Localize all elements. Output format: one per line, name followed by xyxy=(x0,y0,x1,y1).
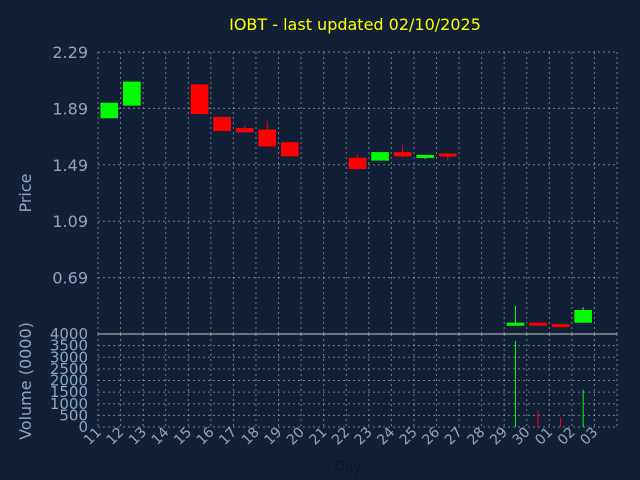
x-tick-label: 12 xyxy=(103,425,127,449)
price-tick-label: 2.29 xyxy=(52,43,88,62)
x-tick-label: 25 xyxy=(397,425,421,449)
x-tick-label: 23 xyxy=(352,425,376,449)
x-axis-label: Day xyxy=(334,459,362,475)
x-tick-label: 29 xyxy=(487,425,511,449)
price-axis-ticks: 2.29 1.89 1.49 1.09 0.69 xyxy=(52,43,88,288)
candle-body xyxy=(281,142,299,157)
x-tick-label: 24 xyxy=(374,424,398,448)
candle-body xyxy=(371,152,389,161)
x-tick-label: 01 xyxy=(532,425,556,449)
x-tick-label: 03 xyxy=(577,425,601,449)
volume-tick-label: 3000 xyxy=(50,348,88,366)
x-tick-label: 26 xyxy=(419,424,443,448)
candle-body xyxy=(506,322,525,326)
candle-body xyxy=(123,81,141,106)
volume-tick-label: 2000 xyxy=(50,372,88,390)
candle-body xyxy=(574,310,592,323)
price-axis-label: Price xyxy=(16,173,35,212)
candle-body xyxy=(551,324,570,328)
candle-body xyxy=(100,102,119,119)
x-tick-label: 18 xyxy=(239,425,263,449)
volume-tick-label: 3500 xyxy=(50,337,88,355)
candle-body xyxy=(235,128,254,133)
volume-tick-label: 1500 xyxy=(50,383,88,401)
candle-body xyxy=(529,322,547,326)
x-tick-label: 20 xyxy=(284,425,308,449)
volume-series xyxy=(108,340,584,427)
candle-body xyxy=(393,152,412,157)
candle-body xyxy=(416,154,434,158)
x-tick-label: 14 xyxy=(149,424,173,448)
price-tick-label: 1.49 xyxy=(52,156,88,175)
candle-body xyxy=(213,116,231,131)
x-axis-ticks: 1112131415161718192021222324252627282930… xyxy=(81,424,601,448)
x-tick-label: 15 xyxy=(171,425,195,449)
chart-title: IOBT - last updated 02/10/2025 xyxy=(229,15,481,34)
x-tick-label: 02 xyxy=(555,425,579,449)
candle-body xyxy=(348,157,367,170)
price-tick-label: 1.09 xyxy=(52,212,88,231)
price-grid xyxy=(97,51,618,335)
candlestick-series xyxy=(100,81,592,328)
x-tick-label: 13 xyxy=(126,425,150,449)
candle-body xyxy=(258,129,277,147)
volume-grid xyxy=(97,333,618,428)
price-tick-label: 0.69 xyxy=(52,269,88,288)
x-tick-label: 22 xyxy=(329,425,353,449)
x-tick-label: 17 xyxy=(216,425,240,449)
volume-axis-label: Volume (0000) xyxy=(16,322,35,440)
x-tick-label: 16 xyxy=(194,424,218,448)
x-tick-label: 21 xyxy=(307,425,331,449)
x-tick-label: 27 xyxy=(442,425,466,449)
volume-tick-label: 0 xyxy=(78,418,88,436)
candle-body xyxy=(190,84,209,115)
price-tick-label: 1.89 xyxy=(52,99,88,118)
volume-tick-label: 1000 xyxy=(50,395,88,413)
x-tick-label: 28 xyxy=(465,425,489,449)
volume-tick-label: 2500 xyxy=(50,360,88,378)
x-tick-label: 19 xyxy=(261,425,285,449)
x-tick-label: 30 xyxy=(510,425,534,449)
volume-tick-label: 4000 xyxy=(50,325,88,343)
candle-body xyxy=(438,153,457,157)
volume-tick-label: 500 xyxy=(59,406,88,424)
